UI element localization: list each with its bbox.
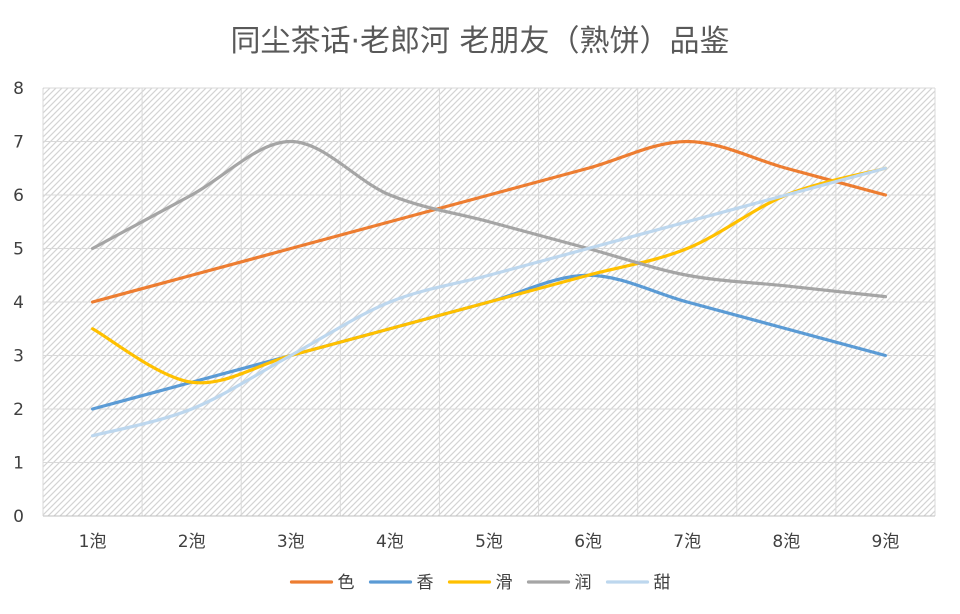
series-lines: [90, 139, 888, 438]
y-tick-label: 8: [13, 79, 24, 99]
y-tick-label: 3: [13, 347, 24, 367]
y-tick-label: 5: [13, 240, 24, 260]
axes: 0 1 2 3 4 5 6 7 8 1泡 2泡 3泡 4泡 5泡 6泡 7泡 8泡 9泡: [13, 79, 935, 552]
x-tick-label: 3泡: [277, 532, 305, 552]
y-tick-label: 2: [13, 400, 24, 420]
x-tick-label: 7泡: [673, 532, 701, 552]
legend-label: 滑: [496, 573, 513, 593]
x-tick-label: 4泡: [376, 532, 404, 552]
series-line-3: [90, 166, 888, 385]
legend-label: 香: [417, 573, 434, 593]
series-line-4: [90, 139, 888, 299]
y-tick-label: 1: [13, 454, 24, 474]
series-line-1: [90, 139, 888, 304]
x-tick-label: 6泡: [574, 532, 602, 552]
x-tick-label: 5泡: [475, 532, 503, 552]
series-line-5: [90, 166, 888, 438]
legend-label: 色: [338, 573, 355, 593]
legend-label: 甜: [654, 573, 671, 593]
y-tick-label: 0: [13, 507, 24, 527]
chart-title: 同尘茶话·老郎河 老朋友（熟饼）品鉴: [230, 24, 729, 59]
legend-label: 润: [575, 573, 592, 593]
y-tick-label: 4: [13, 293, 24, 313]
legend: 色香滑润甜: [289, 573, 671, 593]
x-tick-label: 1泡: [79, 532, 107, 552]
y-tick-label: 6: [13, 186, 24, 206]
y-tick-label: 7: [13, 133, 24, 153]
x-tick-label: 2泡: [178, 532, 206, 552]
x-tick-label: 8泡: [772, 532, 800, 552]
x-tick-label: 9泡: [872, 532, 900, 552]
